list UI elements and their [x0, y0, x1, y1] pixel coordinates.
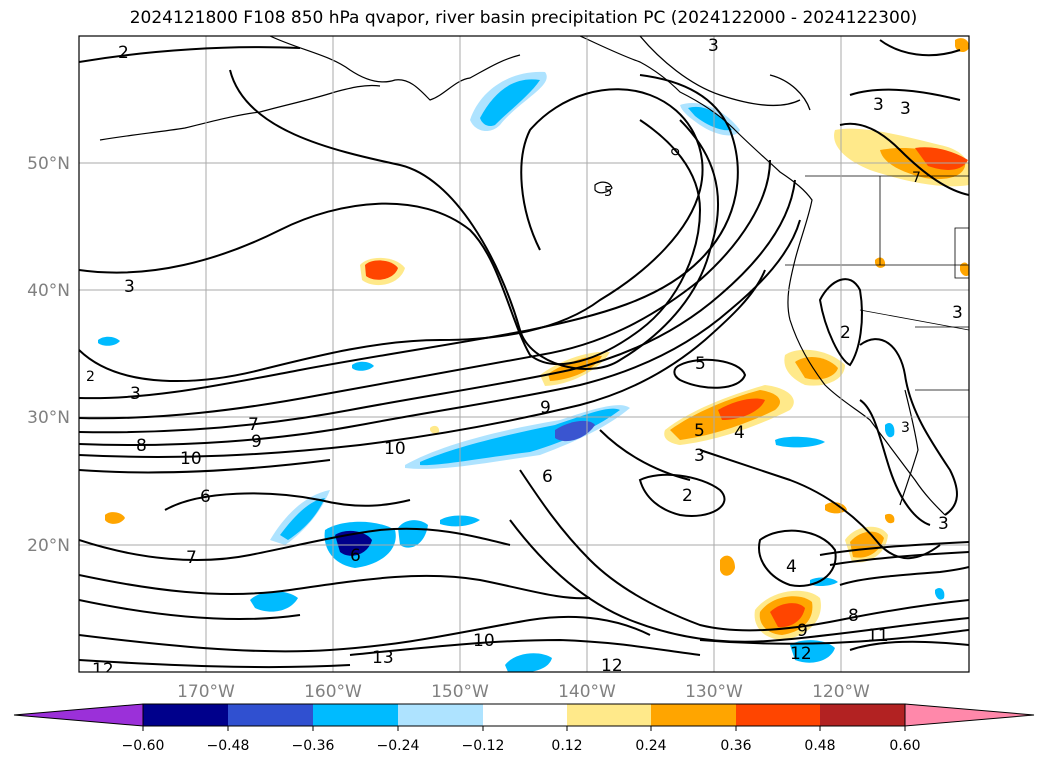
lat-label-50n: 50°N: [27, 154, 70, 174]
contour-label: 5: [694, 421, 705, 441]
colorbar-frame: [142, 703, 906, 727]
contour-label: 3: [873, 95, 884, 115]
contour-label: 12: [790, 644, 812, 664]
contour-label: 10: [473, 631, 495, 651]
colorbar-tick-label: 0.12: [551, 738, 582, 754]
lon-label-130w: 130°W: [685, 682, 743, 702]
contour-label: 6: [350, 546, 361, 566]
colorbar-tick-label: 0.48: [804, 738, 835, 754]
contour-label: 8: [136, 436, 147, 456]
lon-label-140w: 140°W: [558, 682, 616, 702]
contour-label: 9: [540, 398, 551, 418]
contour-label: 10: [180, 449, 202, 469]
lat-label-40n: 40°N: [27, 281, 70, 301]
contour-label: 2: [86, 369, 95, 385]
map-title: 2024121800 F108 850 hPa qvapor, river ba…: [129, 8, 918, 28]
colorbar-segment: [736, 704, 820, 726]
map-plot-area: 2 3 3 3 3 3 3 7 8 9 10 10 6 7 9 6 5 5 4 …: [79, 36, 969, 680]
lon-label-120w: 120°W: [812, 682, 870, 702]
lon-label-150w: 150°W: [431, 682, 489, 702]
colorbar-tick-label: −0.12: [462, 738, 505, 754]
contour-label: 3: [694, 446, 705, 466]
contour-label: 2: [118, 43, 129, 63]
precip-shading: [98, 38, 969, 672]
latitude-labels: 50°N 40°N 30°N 20°N: [27, 154, 70, 556]
contour-label: 8: [848, 606, 859, 626]
contour-label: 7: [186, 548, 197, 568]
colorbar-segment: [228, 704, 313, 726]
qvapor-contours-thin: [639, 36, 811, 111]
contour-label: 10: [384, 439, 406, 459]
gridlines: [79, 36, 969, 672]
contour-label: 9: [797, 621, 808, 641]
contour-labels: 2 3 3 3 3 3 3 7 8 9 10 10 6 7 9 6 5 5 4 …: [86, 36, 963, 680]
contour-label: 3: [708, 36, 719, 56]
longitude-labels: 170°W 160°W 150°W 140°W 130°W 120°W: [177, 682, 870, 702]
colorbar-segment: [143, 704, 228, 726]
map-frame: [78, 35, 970, 673]
contour-label: 6: [542, 467, 553, 487]
contour-label: 11: [867, 626, 889, 646]
contour-label: 7: [912, 170, 921, 186]
colorbar-tick-label: −0.24: [377, 738, 420, 754]
colorbar-tick-labels: −0.60 −0.48 −0.36 −0.24 −0.12 0.12 0.24 …: [122, 738, 921, 754]
colorbar-segment: [567, 704, 651, 726]
colorbar-tick-label: −0.48: [207, 738, 250, 754]
contour-label: 7: [248, 415, 259, 435]
colorbar-segment: [651, 704, 736, 726]
lat-label-30n: 30°N: [27, 408, 70, 428]
contour-label: 5: [604, 185, 612, 200]
colorbar-tick-label: −0.36: [292, 738, 335, 754]
contour-label: 5: [695, 354, 706, 374]
contour-label: 4: [786, 557, 797, 577]
colorbar-tick-marks: [142, 726, 906, 731]
contour-label: 3: [901, 420, 910, 436]
colorbar-tick-label: 0.36: [720, 738, 751, 754]
contour-label: 9: [251, 432, 262, 452]
contour-label: 3: [952, 303, 963, 323]
lat-label-20n: 20°N: [27, 536, 70, 556]
lon-label-170w: 170°W: [177, 682, 235, 702]
colorbar-under-arrow: [13, 703, 144, 727]
colorbar-segment: [483, 704, 567, 726]
colorbar-segment: [313, 704, 398, 726]
contour-label: 3: [130, 384, 141, 404]
colorbar-tick-label: −0.60: [122, 738, 165, 754]
colorbar-segment: [398, 704, 483, 726]
contour-label: 3: [900, 99, 911, 119]
contour-label: 3: [938, 514, 949, 534]
coastlines: [99, 36, 946, 516]
contour-label: 12: [92, 660, 114, 680]
colorbar-tick-label: 0.24: [635, 738, 666, 754]
contour-label: 13: [372, 648, 394, 668]
colorbar-segment: [820, 704, 905, 726]
borders: [785, 175, 969, 391]
lon-label-160w: 160°W: [304, 682, 362, 702]
qvapor-contours: [79, 39, 969, 669]
contour-label: 2: [840, 323, 851, 343]
contour-label: 4: [734, 423, 745, 443]
contour-label: 6: [200, 487, 211, 507]
contour-label: 3: [124, 277, 135, 297]
colorbar: −0.60 −0.48 −0.36 −0.24 −0.12 0.12 0.24 …: [13, 703, 1035, 754]
contour-label: 2: [682, 486, 693, 506]
colorbar-tick-label: 0.60: [889, 738, 920, 754]
colorbar-over-arrow: [904, 703, 1035, 727]
contour-label: 12: [601, 656, 623, 676]
